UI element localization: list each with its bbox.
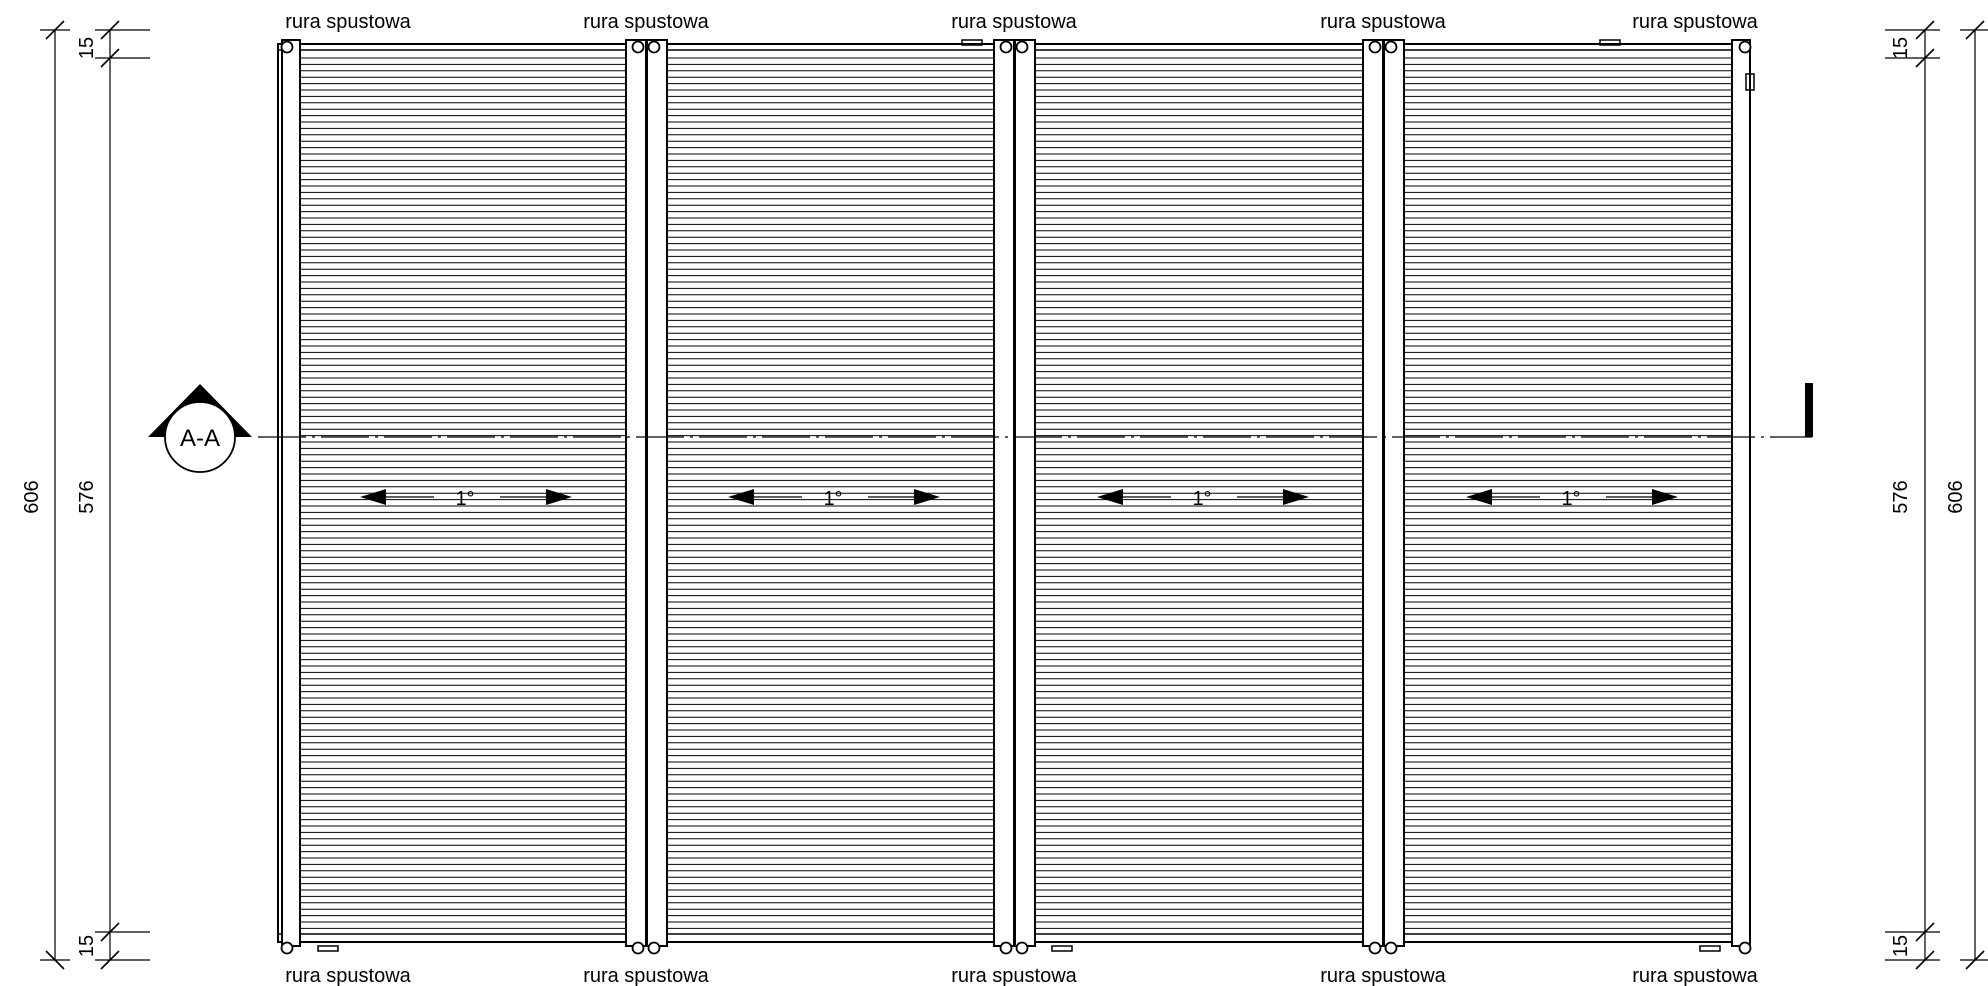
- gutter-3b: [1383, 39, 1405, 947]
- slope-indicators: 1° 1° 1° 1°: [360, 488, 1678, 510]
- section-label: A-A: [180, 425, 220, 452]
- downpipe-circle: [1384, 40, 1398, 54]
- downpipe-label: rura spustowa: [951, 965, 1077, 986]
- small-fitting: [961, 39, 983, 46]
- slope-arrow: 1°: [360, 488, 572, 510]
- downpipe-label: rura spustowa: [951, 11, 1077, 33]
- downpipe-circle: [1738, 40, 1752, 54]
- small-fitting: [1699, 945, 1721, 952]
- downpipe-circle: [647, 941, 661, 955]
- dimension-right: [1885, 20, 1988, 970]
- downpipe-circle: [647, 40, 661, 54]
- small-fitting: [1051, 945, 1073, 952]
- slope-label: 1°: [455, 488, 474, 510]
- downpipe-circle: [1368, 40, 1382, 54]
- dimension-overall-left: 606: [21, 480, 43, 513]
- downpipe-label: rura spustowa: [1632, 965, 1758, 986]
- arrow-right-icon: [914, 489, 940, 505]
- arrow-left-icon: [728, 489, 754, 505]
- slope-arrow: 1°: [728, 488, 940, 510]
- gutter-3: [1362, 39, 1384, 947]
- slope-label: 1°: [1561, 488, 1580, 510]
- dimension-edge-right-top: 15: [1890, 37, 1912, 59]
- downpipe-label: rura spustowa: [285, 965, 411, 986]
- small-fitting: [317, 945, 339, 952]
- arrow-right-icon: [546, 489, 572, 505]
- downpipe-labels-bottom: rura spustowa rura spustowa rura spustow…: [285, 965, 1758, 986]
- downpipe-label: rura spustowa: [285, 11, 411, 33]
- arrow-right-icon: [1652, 489, 1678, 505]
- gutter-1b: [646, 39, 668, 947]
- downpipe-circle: [999, 941, 1013, 955]
- small-fitting: [1745, 73, 1755, 91]
- small-fitting: [1599, 39, 1621, 46]
- dimension-edge-left-bottom: 15: [76, 935, 98, 957]
- downpipe-circle: [1368, 941, 1382, 955]
- downpipe-circle: [1015, 941, 1029, 955]
- downpipe-circle: [631, 941, 645, 955]
- dimension-overall-right: 606: [1945, 480, 1967, 513]
- arrow-right-icon: [1283, 489, 1309, 505]
- downpipe-circle: [1384, 941, 1398, 955]
- slope-label: 1°: [823, 488, 842, 510]
- downpipe-circle: [999, 40, 1013, 54]
- downpipe-label: rura spustowa: [583, 965, 709, 986]
- arrow-left-icon: [1097, 489, 1123, 505]
- downpipe-markers: [280, 40, 1752, 955]
- downpipe-label: rura spustowa: [583, 11, 709, 33]
- downpipe-circle: [631, 40, 645, 54]
- slope-arrow: 1°: [1097, 488, 1309, 510]
- downpipe-circle: [1015, 40, 1029, 54]
- roof-slat-hatching: [300, 57, 1732, 929]
- dimension-edge-right-bottom: 15: [1890, 935, 1912, 957]
- arrow-left-icon: [1466, 489, 1492, 505]
- downpipe-circle: [280, 941, 294, 955]
- dimension-edge-left-top: 15: [76, 37, 98, 59]
- gutter-1: [625, 39, 647, 947]
- downpipe-label: rura spustowa: [1632, 11, 1758, 33]
- roof-frame: [277, 39, 1755, 952]
- downpipe-circle: [1738, 941, 1752, 955]
- section-marker-right: [1805, 383, 1813, 437]
- dimension-left: [40, 20, 150, 970]
- downpipe-label: rura spustowa: [1320, 965, 1446, 986]
- dimension-inner-right: 576: [1890, 480, 1912, 513]
- dimension-inner-left: 576: [76, 480, 98, 513]
- gutter-right: [1731, 39, 1751, 947]
- section-circle: [164, 401, 236, 473]
- arrow-left-icon: [360, 489, 386, 505]
- downpipe-label: rura spustowa: [1320, 11, 1446, 33]
- gutter-2: [993, 39, 1015, 947]
- downpipe-circle: [280, 40, 294, 54]
- section-marker-left: A-A: [148, 384, 252, 473]
- downpipe-labels-top: rura spustowa rura spustowa rura spustow…: [285, 11, 1758, 33]
- slope-label: 1°: [1192, 488, 1211, 510]
- gutter-left: [281, 39, 301, 947]
- gutter-2b: [1014, 39, 1036, 947]
- slope-arrow: 1°: [1466, 488, 1678, 510]
